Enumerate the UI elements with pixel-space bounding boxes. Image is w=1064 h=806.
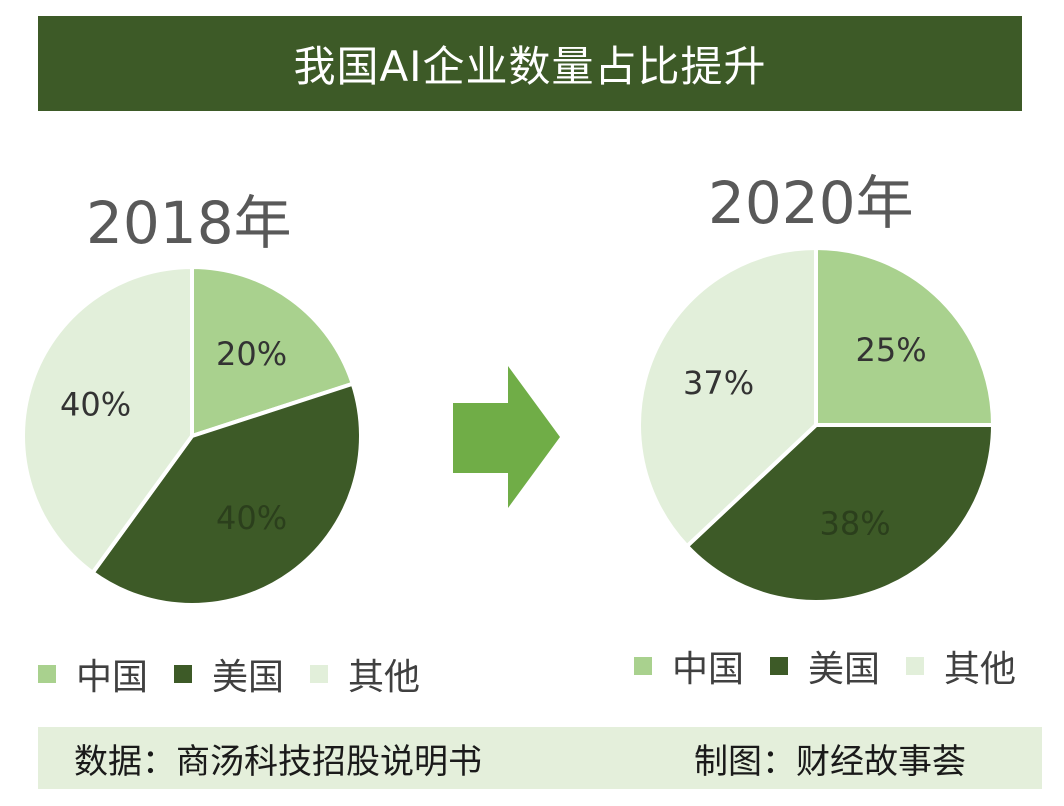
pie-chart-2020: 25% 38% 37% [637,245,996,604]
legend-item-usa: 美国 [174,648,284,700]
legend-label-usa: 美国 [212,657,285,698]
legend-item-usa: 美国 [770,640,880,692]
legend-swatch-china [38,665,56,683]
data-label-other: 40% [60,386,131,424]
footer-bar: 数据：商汤科技招股说明书 制图：财经故事荟 [38,727,1042,789]
chart-title: 我国AI企业数量占比提升 [293,42,767,91]
legend-2020: 中国 美国 其他 [634,640,1042,692]
pie-slice-china [190,264,356,439]
data-label-usa: 38% [820,505,891,543]
legend-item-china: 中国 [634,640,744,692]
legend-label-other: 其他 [944,649,1017,690]
chart-title-banner: 我国AI企业数量占比提升 [38,16,1022,111]
pie-2020-title: 2020年 [708,169,914,237]
pie-slice-china [814,245,996,427]
legend-item-other: 其他 [310,648,420,700]
pie-2018-title: 2018年 [86,189,292,257]
data-label-usa: 40% [216,499,287,537]
pie-slice-usa [89,381,363,607]
legend-2018: 中国 美国 其他 [38,648,446,700]
legend-label-other: 其他 [348,657,421,698]
legend-item-china: 中国 [38,648,148,700]
legend-label-china: 中国 [76,657,149,698]
legend-swatch-other [310,665,329,683]
pie-slice-usa [684,423,996,604]
chart-credit: 制图：财经故事荟 [694,741,966,782]
pie-chart-2018: 20% 40% 40% [21,264,363,607]
right-arrow-icon [453,366,560,508]
data-source: 数据：商汤科技招股说明书 [74,741,482,782]
data-label-other: 37% [683,364,754,402]
pie-slice-other [21,264,194,576]
legend-swatch-usa [770,657,789,675]
legend-item-other: 其他 [906,640,1016,692]
pie-slice-other [637,245,818,549]
legend-swatch-usa [174,665,193,683]
legend-label-usa: 美国 [808,649,881,690]
legend-swatch-china [634,657,652,675]
legend-swatch-other [906,657,925,675]
data-label-china: 20% [216,335,287,373]
data-label-china: 25% [856,331,927,369]
legend-label-china: 中国 [672,649,745,690]
